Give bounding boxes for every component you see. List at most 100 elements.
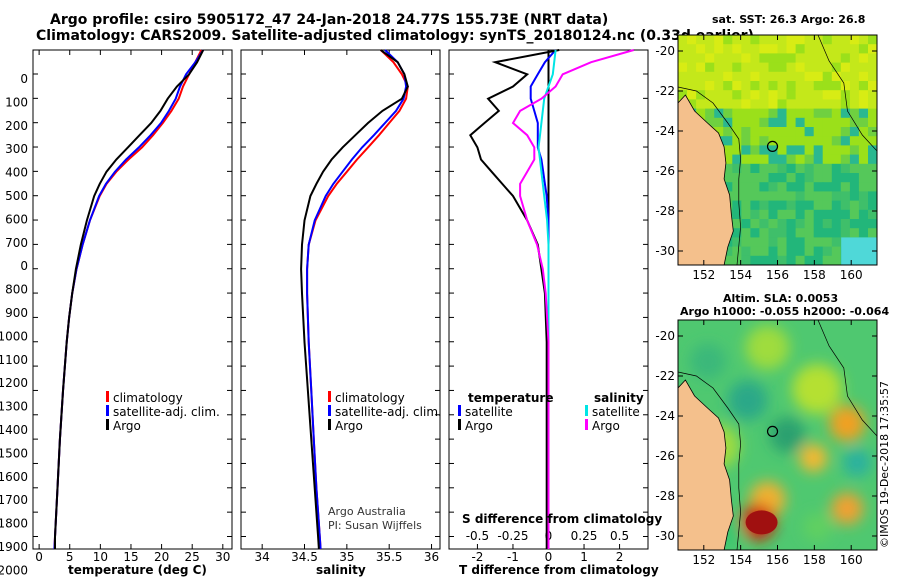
bathymetry-contour [678,86,741,265]
sst-cell [822,154,833,165]
sst-cell [804,136,815,146]
legend-label: satellite [465,405,513,419]
sst-cell [804,163,815,174]
sst-cell [868,154,877,165]
sla-blob [769,417,806,453]
sst-cell [813,71,824,82]
diff-legend-sal-header: salinity [594,391,644,405]
y-tick-label: 1600 [0,470,28,484]
sst-cell [831,237,842,248]
sst-cell [786,246,796,257]
sst-cell [786,255,796,265]
sst-cell [813,182,824,192]
sst-cell [813,246,824,257]
sst-cell [768,127,778,137]
sst-cell [831,53,842,64]
y-tick-label: 1100 [0,353,28,367]
sst-cell [795,246,806,257]
sst-cell [868,35,877,45]
sst-cell [804,81,815,91]
sst-cell [795,200,806,211]
sst-cell [696,62,706,73]
sst-cell [732,255,742,265]
sst-cell [768,81,778,91]
y-tick-label: 2000 [0,563,28,577]
sst-cell [777,191,787,202]
sst-cell [804,154,815,165]
series-argo [54,49,205,549]
sst-cell [750,182,760,192]
legend-swatch [106,391,109,402]
sst-cell [840,62,851,73]
y-tick-label: 0 [20,72,28,86]
sst-cell [750,246,760,257]
sst-cell [723,154,733,165]
sst-cell [840,145,851,156]
sst-cell [822,255,833,265]
sst-cell [813,90,824,100]
sst-cell [705,90,715,100]
sst-cell [840,127,851,137]
sst-cell [804,237,815,248]
sst-cell [868,81,877,91]
sst-cell [868,44,877,54]
sst-cell [795,108,806,119]
sst-cell [678,44,688,54]
sst-cell [732,237,742,248]
sst-cell [732,200,742,211]
sst-cell [849,209,860,220]
sst-cell [822,163,833,174]
sst-cell [795,127,806,137]
sst-cell [849,154,860,165]
sst-cell [750,191,760,202]
sst-cell [759,237,769,248]
sst-cell [750,71,760,82]
sst-cell [804,255,815,265]
sst-cell [759,163,769,174]
sla-blob [689,343,726,380]
sst-cell [813,219,824,229]
y-tick-label: 1500 [0,446,28,460]
sst-cell [687,62,697,73]
y-tick-label: 300 [5,142,28,156]
sst-cell [858,35,869,45]
sst-cell [786,173,796,183]
sst-cell [759,145,769,156]
sst-cell [804,228,815,238]
sst-cell [840,200,851,211]
sst-cell [750,62,760,73]
map-lat-label: -30 [655,244,675,258]
sst-cell [741,44,751,54]
sst-cell [804,99,815,110]
sst-cell [777,246,787,257]
sst-cell [831,246,842,257]
sst-cell [741,127,751,137]
sst-cell [804,219,815,229]
sst-cell [840,136,851,146]
sst-cell [723,145,733,156]
sst-cell [759,154,769,165]
sst-cell [741,90,751,100]
sst-cell [795,136,806,146]
sst-cell [795,191,806,202]
sst-cell [822,53,833,64]
sst-cell [777,228,787,238]
sst-cell [768,90,778,100]
sst-cell [696,71,706,82]
legend-label: Argo [465,419,493,433]
y-tick-label: 1200 [0,376,28,390]
sst-cell [831,81,842,91]
sst-cell [868,99,877,110]
sst-cell [786,81,796,91]
sst-cell [858,173,869,183]
sst-cell [741,246,751,257]
sst-cell [759,255,769,265]
sst-map-title: sat. SST: 26.3 Argo: 26.8 [712,13,866,26]
sst-cell [822,228,833,238]
sst-cell [750,99,760,110]
diff-legend-temp-satellite: satellite [458,405,513,419]
sst-cell [732,108,742,119]
sst-cell [813,191,824,202]
sst-cell [768,145,778,156]
sst-cell [831,117,842,128]
